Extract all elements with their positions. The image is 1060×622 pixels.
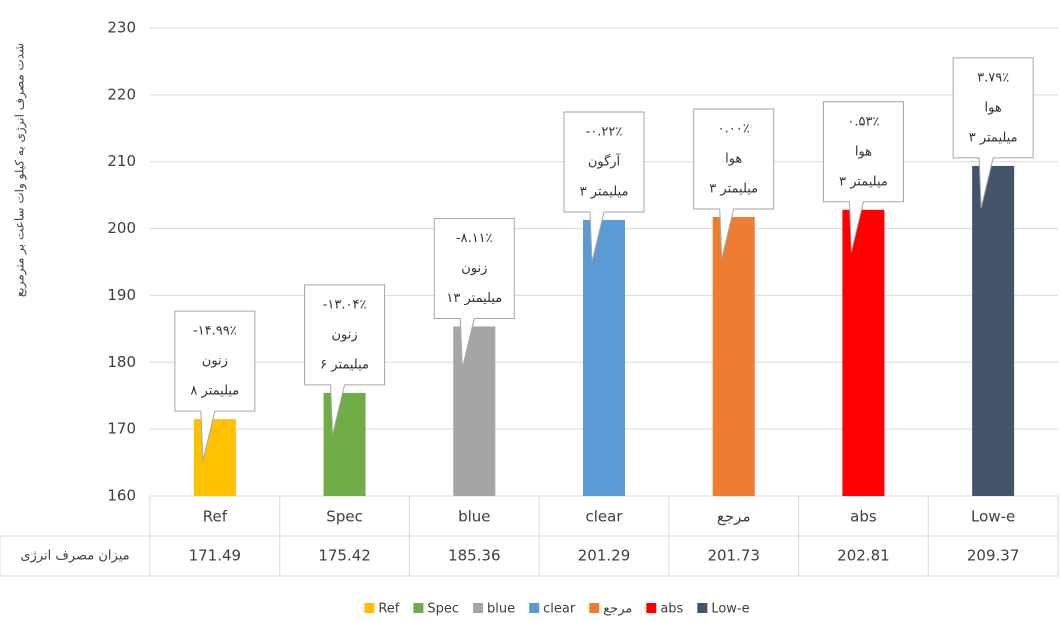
y-tick-label: 200 — [107, 219, 136, 237]
legend-label: blue — [487, 602, 515, 617]
legend-label: clear — [543, 602, 576, 617]
callout-text: -۱۴.۹۹٪ — [193, 324, 237, 339]
callout-text: زنون — [461, 261, 487, 276]
callout-text: زنون — [202, 354, 228, 369]
x-tick-label: Ref — [203, 508, 228, 526]
x-tick-label: Low-e — [971, 508, 1015, 526]
callout-text: ۳ میلیمتر — [580, 184, 629, 199]
callout — [433, 217, 515, 369]
bar — [583, 219, 625, 497]
callout-text: ۰.۵۳٪ — [847, 114, 879, 129]
callout-text: ۶ میلیمتر — [320, 357, 369, 372]
y-tick-label: 170 — [107, 420, 136, 438]
legend-swatch — [697, 603, 708, 613]
callout-text: ۳ میلیمتر — [969, 130, 1018, 145]
legend-swatch — [364, 603, 375, 613]
table-value: 209.37 — [967, 547, 1020, 565]
y-tick-label: 210 — [107, 152, 136, 170]
callout-text: ۰.۰۰٪ — [718, 122, 750, 137]
table-value: 175.42 — [318, 547, 371, 565]
callout — [304, 284, 386, 436]
x-tick-label: blue — [458, 508, 490, 526]
bar — [453, 326, 496, 496]
callout-text: -۰.۲۲٪ — [586, 124, 623, 139]
callout-text: هوا — [855, 144, 872, 159]
callout — [952, 57, 1034, 209]
x-tick-label: Spec — [326, 508, 363, 526]
table-value: 201.29 — [578, 547, 631, 565]
table-value: 171.49 — [189, 547, 242, 565]
x-tick-label: clear — [585, 508, 623, 526]
table-row-label: میزان مصرف انرژی — [20, 549, 129, 564]
bar — [712, 217, 755, 497]
table-value: 185.36 — [448, 547, 501, 565]
legend-label: Low-e — [711, 602, 749, 617]
bar — [842, 209, 885, 496]
y-tick-label: 180 — [107, 353, 136, 371]
legend-swatch — [473, 603, 484, 613]
callout-text: زنون — [331, 327, 357, 342]
table-value: 202.81 — [837, 547, 890, 565]
callout-text: هوا — [985, 100, 1002, 115]
y-axis-label: شدت مصرف انرژی به کیلو وات ساعت بر مترمر… — [13, 43, 28, 297]
bar — [323, 392, 366, 496]
x-tick-label: abs — [850, 508, 877, 526]
legend-swatch — [413, 603, 424, 613]
bar — [193, 419, 236, 496]
table-value: 201.73 — [707, 547, 760, 565]
callout-text: ۳ میلیمتر — [839, 174, 888, 189]
legend-label: مرجع — [603, 602, 632, 617]
legend-swatch — [589, 603, 600, 613]
y-tick-label: 190 — [107, 286, 136, 304]
legend-label: abs — [660, 602, 683, 617]
callout-text: ۳ میلیمتر — [709, 182, 758, 197]
legend-label: Ref — [378, 602, 399, 617]
callout-text: آرگون — [588, 152, 622, 169]
callout-text: ۱۳ میلیمتر — [446, 291, 502, 306]
legend-swatch — [646, 603, 657, 613]
y-tick-label: 230 — [107, 19, 136, 37]
legend-label: Spec — [427, 602, 459, 617]
callout-text: -۸.۱۱٪ — [456, 231, 493, 246]
x-tick-label: مرجع — [717, 508, 751, 526]
y-tick-label: 160 — [107, 487, 136, 505]
callout-text: ۸ میلیمتر — [190, 384, 239, 399]
bar — [972, 165, 1015, 497]
callout-text: ۳.۷۹٪ — [977, 70, 1009, 85]
legend-swatch — [529, 603, 540, 613]
callout — [563, 111, 645, 263]
callout — [693, 108, 775, 260]
y-tick-label: 220 — [107, 85, 136, 103]
callout — [822, 101, 904, 252]
callout — [174, 310, 256, 462]
callout-text: هوا — [725, 152, 742, 167]
callout-text: -۱۳.۰۴٪ — [323, 297, 367, 312]
